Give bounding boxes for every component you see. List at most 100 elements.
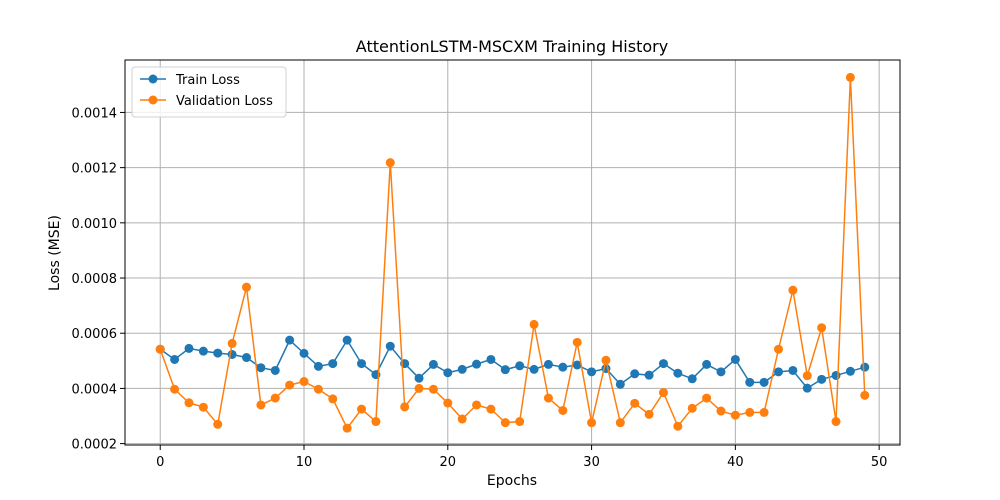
train-loss-point <box>198 346 208 356</box>
validation-loss-point <box>817 323 827 333</box>
train-loss-point <box>630 369 640 379</box>
x-tick-label: 20 <box>440 455 457 470</box>
validation-loss-point <box>615 418 625 428</box>
validation-loss-point <box>745 407 755 417</box>
validation-loss-point <box>543 393 553 403</box>
train-loss-point <box>788 365 798 375</box>
validation-loss-point <box>860 390 870 400</box>
validation-loss-point <box>285 380 295 390</box>
train-loss-point <box>443 368 453 378</box>
tick-layer: 0 10 20 30 40 50 0.0002 0.0004 0.0006 0.0008 0.001… <box>72 106 888 470</box>
validation-loss-point <box>457 414 467 424</box>
train-loss-point <box>774 367 784 377</box>
train-loss-point <box>170 354 180 364</box>
validation-loss-point <box>414 383 424 393</box>
legend-marker-validation <box>148 95 158 105</box>
y-tick-label: 0.0008 <box>72 272 118 287</box>
train-loss-point <box>529 364 539 374</box>
train-loss-point <box>342 335 352 345</box>
train-loss-point <box>615 379 625 389</box>
validation-loss-point <box>213 419 223 429</box>
x-tick-label: 10 <box>296 455 313 470</box>
validation-loss-point <box>730 410 740 420</box>
train-loss-point <box>299 348 309 358</box>
y-tick-label: 0.0002 <box>72 438 118 453</box>
validation-loss-point <box>241 282 251 292</box>
train-loss-point <box>759 377 769 387</box>
y-tick-label: 0.0006 <box>72 327 118 342</box>
train-loss-point <box>802 383 812 393</box>
train-loss-point <box>817 374 827 384</box>
train-loss-point <box>414 373 424 383</box>
train-loss-point <box>500 365 510 375</box>
legend-marker-train <box>148 74 158 84</box>
series-layer <box>155 72 870 433</box>
train-loss-line <box>159 338 865 390</box>
validation-loss-point <box>385 158 395 168</box>
grid-layer <box>125 60 900 445</box>
validation-loss-point <box>529 319 539 329</box>
train-loss-point <box>357 359 367 369</box>
validation-loss-point <box>400 402 410 412</box>
validation-loss-point <box>472 400 482 410</box>
train-loss-point <box>241 353 251 363</box>
train-loss-point <box>472 359 482 369</box>
validation-loss-point <box>558 406 568 416</box>
validation-loss-point <box>831 417 841 427</box>
legend: Train Loss Validation Loss <box>131 66 287 118</box>
train-loss-point <box>673 368 683 378</box>
train-loss-point <box>213 348 223 358</box>
x-tick-label: 30 <box>583 455 600 470</box>
train-loss-point <box>385 341 395 351</box>
validation-loss-point <box>227 338 237 348</box>
validation-loss-point <box>342 423 352 433</box>
validation-loss-line <box>159 77 866 430</box>
train-loss-point <box>313 361 323 371</box>
validation-loss-point <box>658 388 668 398</box>
train-loss-point <box>256 363 266 373</box>
validation-loss-point <box>270 393 280 403</box>
validation-loss-point <box>155 344 165 354</box>
validation-loss-point <box>443 398 453 408</box>
train-loss-point <box>702 359 712 369</box>
validation-loss-point <box>601 355 611 365</box>
train-loss-point <box>543 359 553 369</box>
legend-label-validation: Validation Loss <box>176 94 273 109</box>
train-loss-point <box>730 354 740 364</box>
train-loss-point <box>457 364 467 374</box>
validation-loss-point <box>788 285 798 295</box>
train-loss-point <box>687 374 697 384</box>
train-loss-point <box>644 370 654 380</box>
train-loss-point <box>716 367 726 377</box>
y-axis-label: Loss (MSE) <box>47 215 63 291</box>
validation-loss-point <box>184 398 194 408</box>
train-loss-point <box>845 366 855 376</box>
validation-loss-point <box>802 371 812 381</box>
validation-loss-point <box>587 418 597 428</box>
validation-loss-point <box>572 337 582 347</box>
validation-loss-point <box>500 418 510 428</box>
validation-loss-point <box>428 384 438 394</box>
train-loss-point <box>745 377 755 387</box>
train-loss-point <box>184 343 194 353</box>
validation-loss-point <box>371 417 381 427</box>
plot-frame <box>124 59 901 446</box>
x-tick-label: 50 <box>871 455 888 470</box>
validation-loss-point <box>486 404 496 414</box>
validation-loss-point <box>630 398 640 408</box>
validation-loss-point <box>644 409 654 419</box>
validation-loss-point <box>687 403 697 413</box>
train-loss-point <box>428 359 438 369</box>
validation-loss-point <box>170 384 180 394</box>
train-loss-point <box>558 362 568 372</box>
validation-loss-point <box>357 404 367 414</box>
validation-loss-point <box>328 394 338 404</box>
validation-loss-point <box>256 400 266 410</box>
validation-loss-point <box>299 377 309 387</box>
train-loss-point <box>572 360 582 370</box>
validation-loss-point <box>774 344 784 354</box>
validation-loss-point <box>313 384 323 394</box>
train-loss-point <box>328 359 338 369</box>
validation-loss-point <box>845 72 855 82</box>
